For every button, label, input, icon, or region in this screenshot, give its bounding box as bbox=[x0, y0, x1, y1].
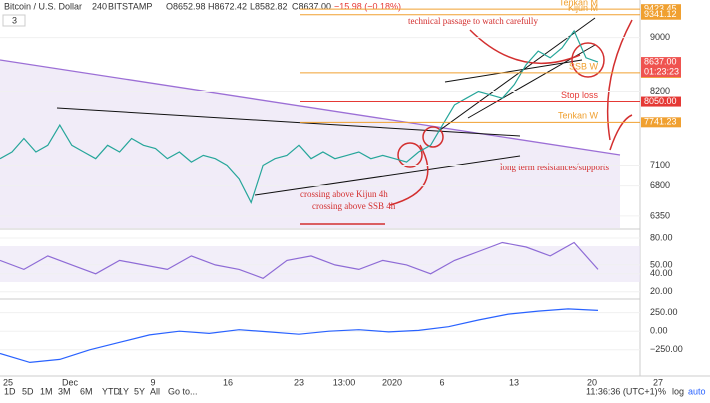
price-tag-label: 9341.12 bbox=[644, 9, 677, 19]
level-name: SSB W bbox=[569, 61, 599, 71]
level-name: Stop loss bbox=[561, 90, 599, 100]
y-tick-label: −250.00 bbox=[650, 344, 683, 354]
x-tick-label: Dec bbox=[62, 377, 79, 387]
level-name: Kijun M bbox=[568, 3, 598, 13]
y-tick-label: 250.00 bbox=[650, 307, 678, 317]
y-tick-label: 8200 bbox=[650, 86, 670, 96]
price-tag bbox=[641, 4, 681, 15]
x-tick-label: 16 bbox=[223, 377, 233, 387]
series-line bbox=[0, 241, 599, 279]
annotation: technical passage to watch carefully bbox=[408, 16, 538, 26]
close: C8637.00 bbox=[292, 1, 331, 11]
price-tag-label: 9423.45 bbox=[644, 4, 677, 14]
price-tag bbox=[641, 9, 681, 20]
x-tick-label: 9 bbox=[150, 377, 155, 387]
change: −15.98 (−0.18%) bbox=[334, 1, 401, 11]
y-tick-label: 9000 bbox=[650, 32, 670, 42]
low: L8582.82 bbox=[250, 1, 288, 11]
y-tick-label: 80.00 bbox=[650, 232, 673, 242]
high: H8672.42 bbox=[208, 1, 247, 11]
price-tag bbox=[641, 96, 681, 107]
range-button[interactable]: 5Y bbox=[134, 386, 145, 396]
range-button[interactable]: 1M bbox=[40, 386, 53, 396]
y-tick-label: 20.00 bbox=[650, 286, 673, 296]
annotation: long term resistances/supports bbox=[500, 162, 609, 172]
exchange: BITSTAMP bbox=[108, 1, 152, 11]
y-tick-label: 6800 bbox=[650, 180, 670, 190]
range-button[interactable]: 6M bbox=[80, 386, 93, 396]
series-line bbox=[0, 308, 599, 364]
range-button[interactable]: 1D bbox=[4, 386, 16, 396]
level-name: Tenkan M bbox=[559, 0, 598, 8]
range-button[interactable]: 1Y bbox=[118, 386, 129, 396]
x-tick-label: 6 bbox=[439, 377, 444, 387]
y-tick-label: 50.00 bbox=[650, 259, 673, 269]
level-name: Tenkan W bbox=[558, 111, 599, 121]
indicator-count[interactable]: 3 bbox=[12, 15, 17, 25]
interval: 240 bbox=[92, 1, 107, 11]
symbol: Bitcoin / U.S. Dollar bbox=[4, 1, 82, 11]
range-button[interactable]: 3M bbox=[58, 386, 71, 396]
price-tag-label: 8050.00 bbox=[644, 96, 677, 106]
countdown: 01:23:23 bbox=[644, 66, 679, 76]
goto[interactable]: Go to... bbox=[168, 386, 198, 396]
range-button[interactable]: All bbox=[150, 386, 160, 396]
price-tag-label: 7741.23 bbox=[644, 117, 677, 127]
open: O8652.98 bbox=[166, 1, 206, 11]
price-tag bbox=[641, 117, 681, 128]
x-tick-label: 20 bbox=[587, 377, 597, 387]
y-tick-label: 40.00 bbox=[650, 268, 673, 278]
range-button[interactable]: 5D bbox=[22, 386, 34, 396]
clock: 11:36:36 (UTC+1) bbox=[586, 386, 658, 396]
last-price-tag bbox=[641, 57, 681, 78]
y-tick-label: 6350 bbox=[650, 210, 670, 220]
x-tick-label: 2020 bbox=[382, 377, 402, 387]
x-tick-label: 23 bbox=[294, 377, 304, 387]
last-price: 8637.00 bbox=[644, 56, 677, 66]
x-tick-label: 27 bbox=[653, 377, 663, 387]
range-button[interactable]: YTD bbox=[102, 386, 121, 396]
x-tick-label: 13 bbox=[509, 377, 519, 387]
annotation: crossing above Kijun 4h bbox=[300, 189, 388, 199]
y-tick-label: 0.00 bbox=[650, 326, 668, 336]
x-tick-label: 25 bbox=[3, 377, 13, 387]
y-tick-label: 7100 bbox=[650, 160, 670, 170]
annotation: crossing above SSB 4h bbox=[312, 201, 396, 211]
series-line bbox=[0, 29, 599, 204]
percent[interactable]: % bbox=[658, 386, 666, 396]
x-tick-label: 13:00 bbox=[333, 377, 356, 387]
auto[interactable]: auto bbox=[688, 386, 706, 396]
log[interactable]: log bbox=[672, 386, 684, 396]
